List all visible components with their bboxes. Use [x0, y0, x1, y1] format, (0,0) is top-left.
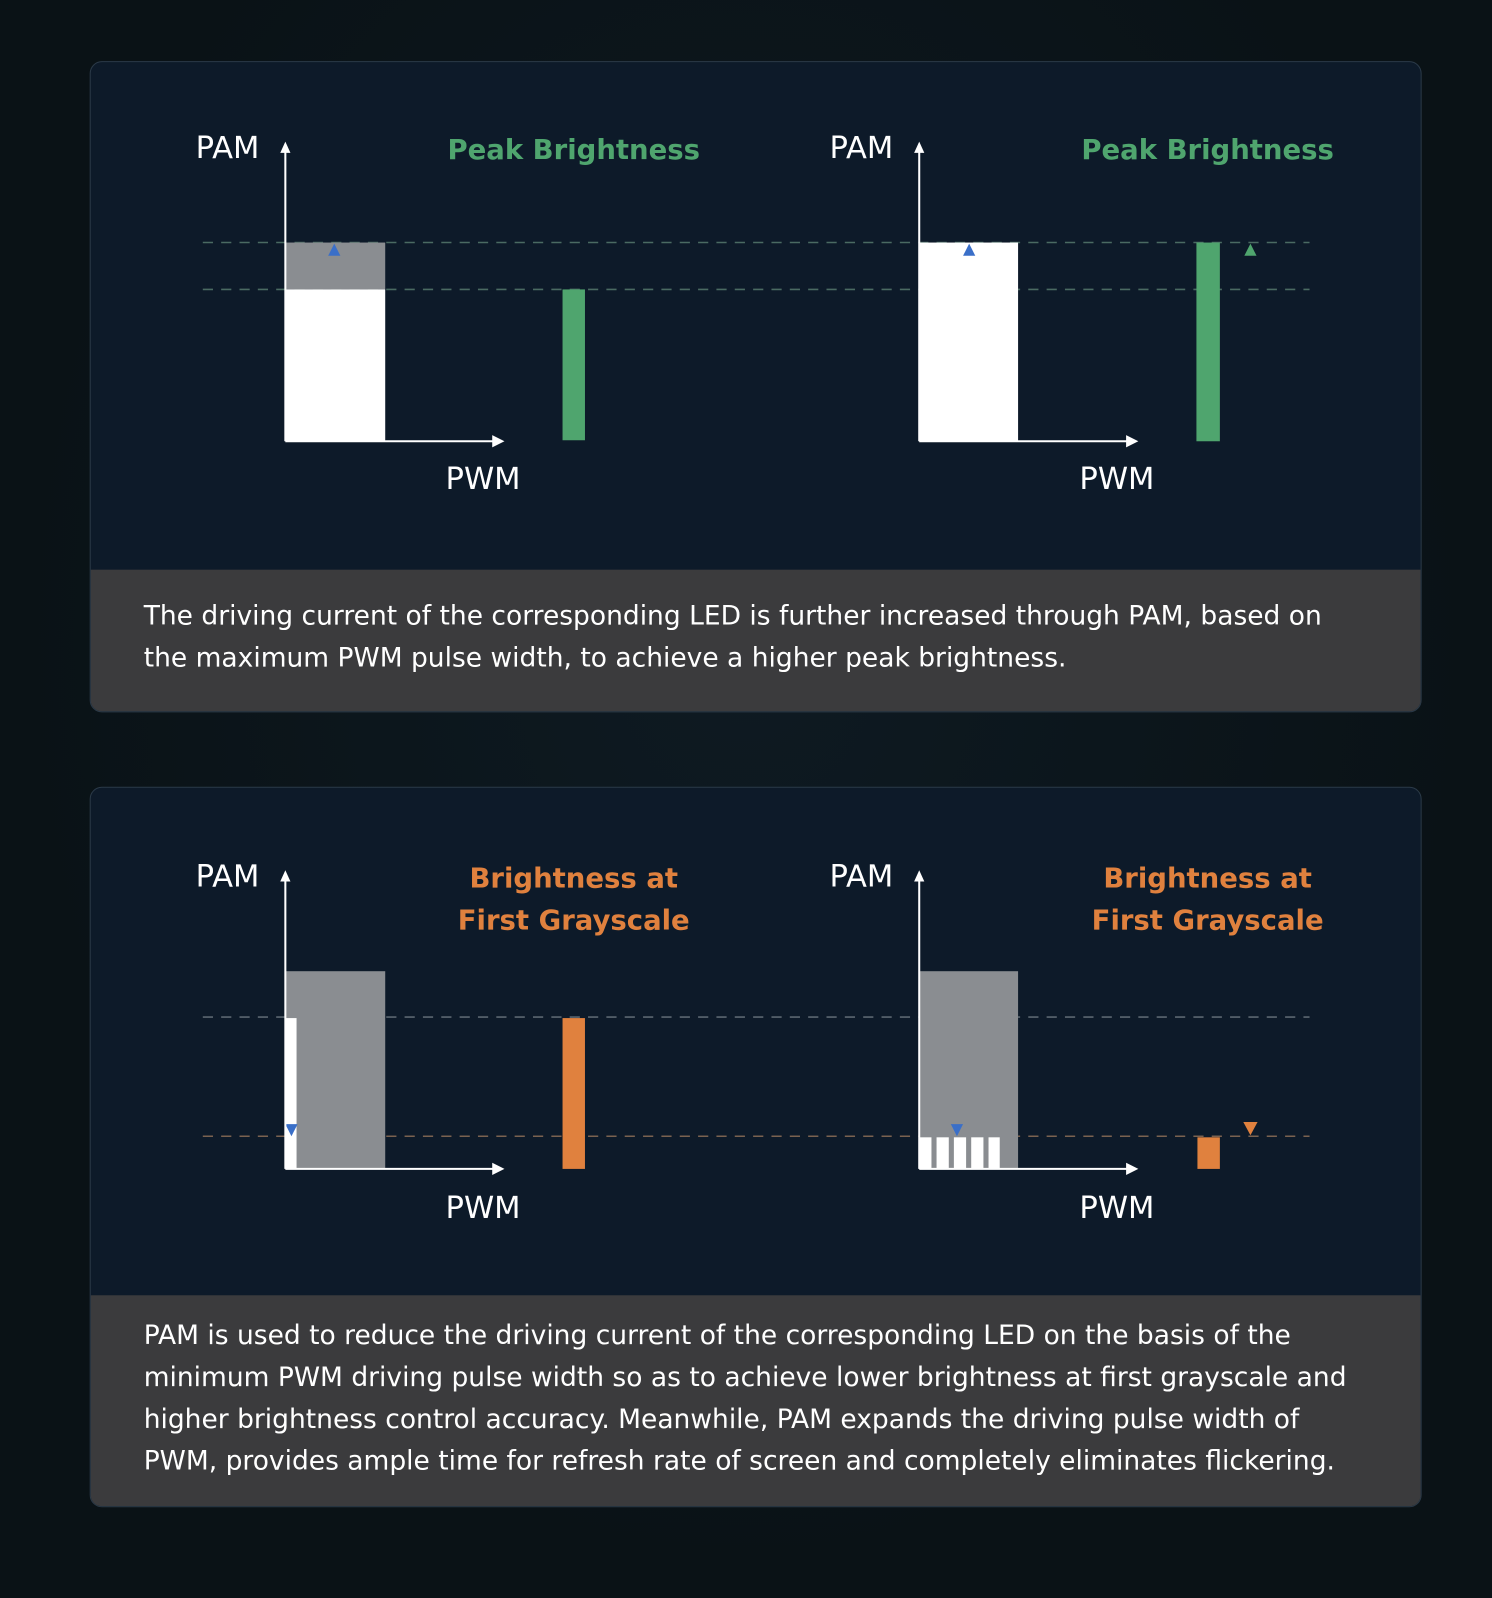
- peak-brightness-diagram: PAM PWM Peak Brightness PAM PWM Peak Bri…: [196, 131, 1334, 497]
- down-arrow-head: [950, 1124, 964, 1137]
- down-arrow-head: [285, 1124, 298, 1137]
- x-axis-label: PWM: [446, 1191, 521, 1226]
- x-axis-label: PWM: [1079, 462, 1154, 497]
- brightness-bar: [1197, 1137, 1220, 1169]
- chart-title-line1: Brightness at: [469, 863, 678, 895]
- y-axis-arrow-icon: [280, 141, 291, 153]
- pwm-stripe: [971, 1137, 984, 1169]
- y-axis-label: PAM: [830, 860, 894, 895]
- chart-title: Peak Brightness: [1081, 134, 1334, 166]
- x-axis-label: PWM: [1079, 1191, 1154, 1226]
- brightness-bar: [1196, 242, 1220, 442]
- x-axis-arrow-icon: [1126, 435, 1139, 448]
- first-grayscale-diagram: PAM PWM Brightness at First Grayscale PA…: [196, 860, 1324, 1226]
- brightness-bar: [562, 289, 585, 441]
- x-axis-label: PWM: [446, 462, 521, 497]
- y-axis-arrow-icon: [914, 870, 925, 882]
- x-axis-arrow-icon: [492, 1162, 505, 1176]
- x-axis-arrow-icon: [1126, 1162, 1139, 1176]
- up-arrow-head: [963, 243, 976, 256]
- y-axis-label: PAM: [830, 131, 894, 166]
- y-axis-label: PAM: [196, 860, 260, 895]
- y-axis-label: PAM: [196, 131, 260, 166]
- chart-title-line2: First Grayscale: [458, 904, 690, 936]
- peak-brightness-panel: PAM PWM Peak Brightness PAM PWM Peak Bri…: [89, 61, 1422, 713]
- x-axis-arrow-icon: [492, 435, 505, 448]
- y-axis-arrow-icon: [280, 870, 291, 882]
- pwm-stripe: [936, 1137, 949, 1169]
- pam-area: [919, 971, 1019, 1169]
- caption: The driving current of the corresponding…: [90, 569, 1421, 712]
- brightness-down-arrow-head: [1243, 1122, 1258, 1136]
- up-arrow-head: [328, 243, 341, 256]
- y-axis-arrow-icon: [914, 141, 925, 153]
- brightness-up-arrow-head: [1244, 243, 1257, 256]
- pwm-stripe: [988, 1137, 1000, 1169]
- pwm-stripe: [919, 1137, 932, 1169]
- pam-area: [285, 971, 386, 1169]
- brightness-bar: [562, 1018, 585, 1169]
- first-grayscale-panel: PAM PWM Brightness at First Grayscale PA…: [89, 786, 1422, 1508]
- pwm-stripe: [953, 1137, 967, 1169]
- caption: PAM is used to reduce the driving curren…: [90, 1295, 1421, 1507]
- chart-title-line2: First Grayscale: [1092, 904, 1324, 936]
- chart-title: Peak Brightness: [447, 134, 700, 166]
- chart-title-line1: Brightness at: [1103, 863, 1312, 895]
